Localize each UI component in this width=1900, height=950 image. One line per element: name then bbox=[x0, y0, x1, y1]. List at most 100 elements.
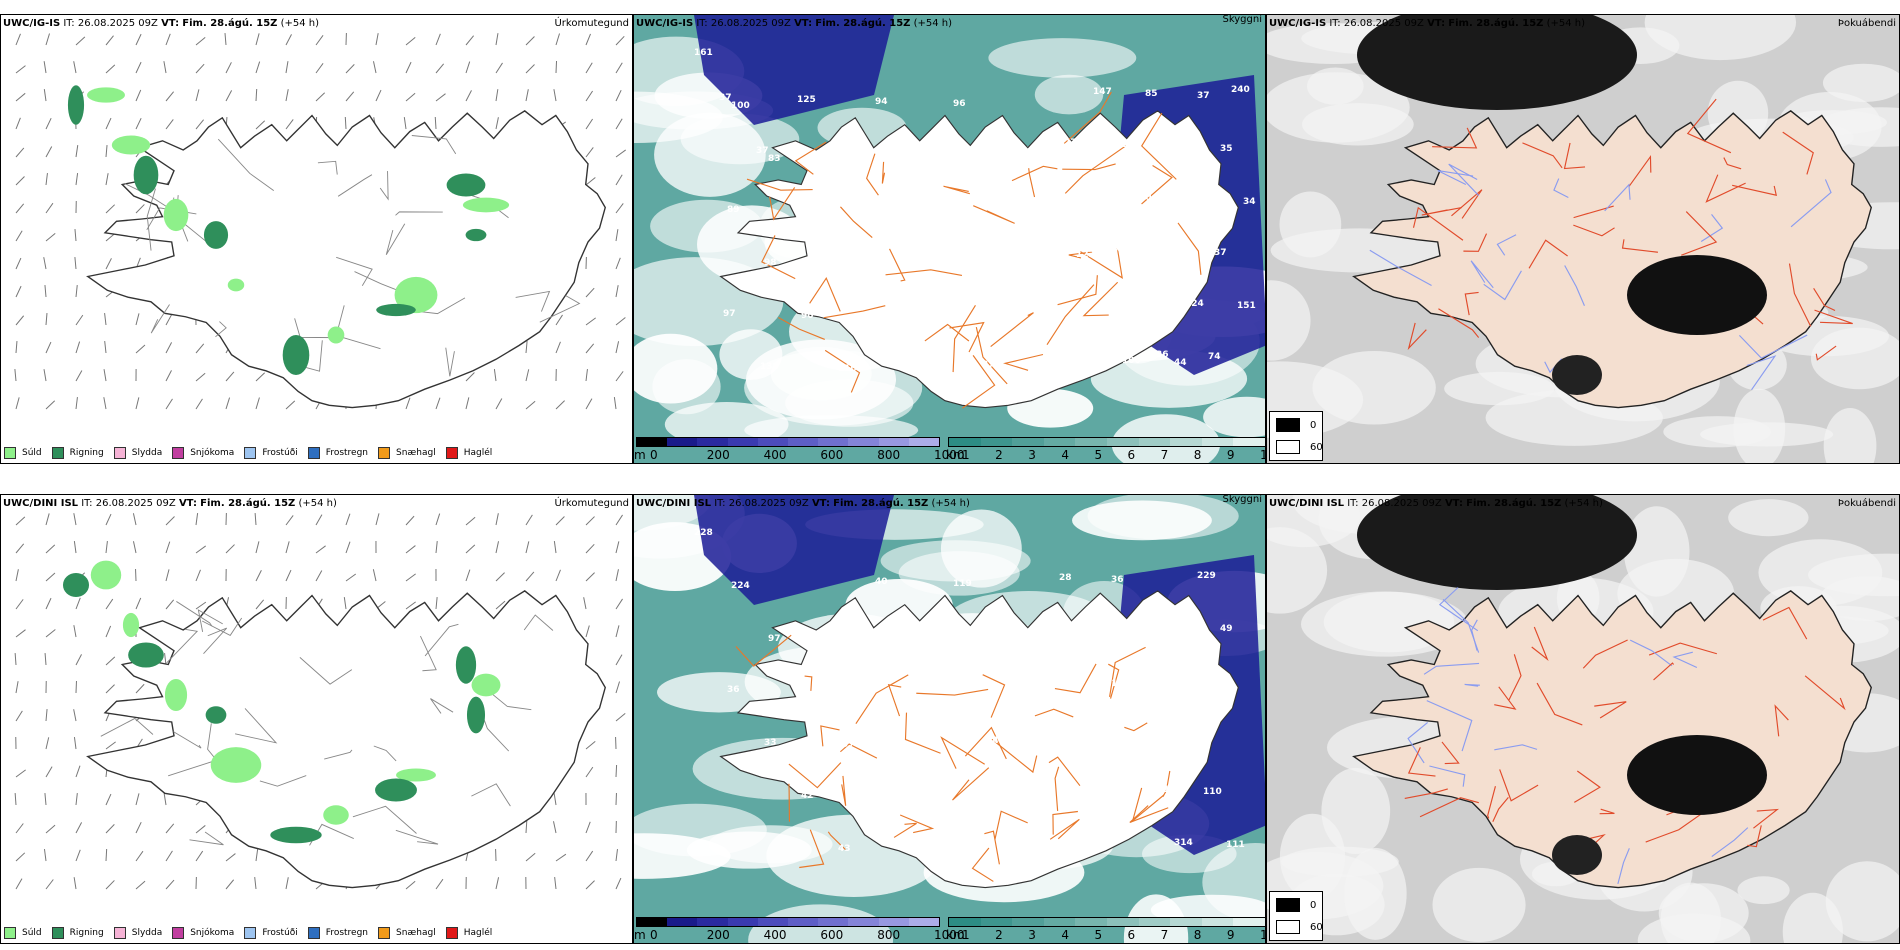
legend-swatch bbox=[113, 927, 126, 939]
colorbar-segment bbox=[1106, 438, 1139, 446]
legend-swatch bbox=[307, 927, 320, 939]
visibility-value-label: 97 bbox=[723, 309, 736, 319]
clear-area bbox=[634, 91, 723, 144]
legend-label: Súld bbox=[22, 928, 42, 938]
visibility-value-label: 138 bbox=[760, 362, 779, 372]
colorbar-segment bbox=[1170, 918, 1202, 926]
colorbar-segment bbox=[1012, 918, 1044, 926]
precip-patch bbox=[90, 560, 122, 590]
colorbar-segment bbox=[1043, 918, 1076, 926]
colorbar-tick: 7 bbox=[1160, 928, 1169, 942]
colorbar-segment bbox=[1106, 918, 1139, 926]
visibility-value-label: 36 bbox=[727, 685, 740, 695]
colorbar-segment bbox=[949, 438, 981, 446]
panel-title: UWC/DINI ISL IT: 26.08.2025 09Z VT: Fim.… bbox=[1269, 498, 1603, 509]
legend-item: Haglél bbox=[445, 447, 492, 459]
colorbar-tick: 400 bbox=[763, 448, 787, 462]
legend-item: Snæhagl bbox=[378, 927, 436, 939]
visibility-value-label: 108 bbox=[1180, 734, 1199, 744]
colorbar-segment bbox=[818, 438, 849, 446]
legend-label: Snjókoma bbox=[190, 928, 235, 938]
legend-item: Frostúði bbox=[244, 927, 298, 939]
legend-item: Haglél bbox=[445, 927, 493, 939]
visibility-map: 2282249711497159128119363633424340393844… bbox=[634, 495, 1265, 943]
colorbar-unit: m bbox=[634, 448, 646, 462]
visibility-value-label: 35 bbox=[945, 307, 958, 317]
precip-patch bbox=[462, 197, 510, 213]
visibility-value-label: 98 bbox=[764, 258, 777, 268]
visibility-value-label: 36 bbox=[990, 632, 1003, 642]
colorbar-segment bbox=[848, 438, 879, 446]
visibility-value-label: 159 bbox=[990, 152, 1009, 162]
visibility-value-label: 49 bbox=[1220, 624, 1233, 634]
precip-patch bbox=[395, 768, 437, 782]
coastline bbox=[1352, 590, 1872, 889]
visibility-value-label: 100 bbox=[1122, 356, 1141, 366]
visibility-value-label: 277 bbox=[1064, 138, 1083, 148]
visibility-value-label: 36 bbox=[1111, 575, 1124, 585]
precip-patch bbox=[227, 278, 245, 292]
legend-label: Snjókoma bbox=[190, 448, 235, 458]
visibility-value-label: 40 bbox=[1065, 789, 1078, 799]
visibility-value-label: 134 bbox=[1157, 681, 1176, 691]
visibility-value-label: 147 bbox=[1093, 87, 1112, 97]
colorbar-unit: m bbox=[634, 928, 646, 942]
visibility-value-label: 229 bbox=[1197, 571, 1216, 581]
visibility-value-label: 90 bbox=[801, 311, 814, 321]
colorbar-segment bbox=[980, 918, 1013, 926]
panel-type-label: Úrkomutegund bbox=[554, 18, 629, 29]
colorbar-tick: 600 bbox=[820, 928, 844, 942]
visibility-value-label: 125 bbox=[797, 95, 816, 105]
colorbar-tick: 5 bbox=[1094, 448, 1103, 462]
panel-type-label: Þokuábendi bbox=[1837, 498, 1896, 509]
visibility-value-label: 39 bbox=[1116, 140, 1129, 150]
clear-area bbox=[785, 379, 914, 427]
cloud-highlight bbox=[1270, 228, 1447, 273]
colorbar-segment bbox=[1233, 438, 1265, 446]
legend-label: Slydda bbox=[131, 928, 163, 938]
visibility-value-label: 151 bbox=[1237, 301, 1256, 311]
fog-area bbox=[1357, 495, 1637, 590]
island-outline bbox=[86, 590, 606, 889]
visibility-value-label: 41 bbox=[1099, 303, 1112, 313]
visibility-value-label: 35 bbox=[1088, 842, 1101, 852]
colorbar-tick: 8 bbox=[1193, 928, 1202, 942]
colorbar-segment bbox=[637, 438, 668, 446]
legend-swatch bbox=[51, 447, 64, 459]
legend-item: Slydda bbox=[113, 447, 162, 459]
distance-colorbar bbox=[948, 437, 1265, 447]
colorbar-tick: 8 bbox=[1193, 448, 1202, 462]
panel-type-label: Úrkomutegund bbox=[554, 498, 629, 509]
height-colorbar bbox=[636, 917, 940, 927]
colorbar-tick: 0 bbox=[650, 928, 658, 942]
precip-patch bbox=[327, 326, 345, 344]
precip-map bbox=[14, 32, 626, 410]
colorbar-tick: 1000 bbox=[934, 928, 965, 942]
legend-swatch bbox=[172, 927, 185, 939]
visibility-value-label: 119 bbox=[953, 579, 972, 589]
visibility-value-label: 85 bbox=[1145, 89, 1158, 99]
visibility-value-label: 75 bbox=[1191, 195, 1204, 205]
colorbar-segment bbox=[697, 918, 728, 926]
colorbar-tick: 3 bbox=[1028, 448, 1036, 462]
legend-label: Snæhagl bbox=[396, 448, 436, 458]
island-outline bbox=[86, 110, 606, 409]
colorbar-segment bbox=[727, 438, 758, 446]
colorbar-segment bbox=[878, 438, 909, 446]
visibility-value-label: 40 bbox=[908, 254, 921, 264]
precip-patch bbox=[111, 135, 151, 155]
visibility-value-label: 92 bbox=[916, 366, 929, 376]
visibility-value-label: 60 bbox=[1168, 142, 1181, 152]
fog-area bbox=[1552, 835, 1602, 875]
visibility-value-label: 107 bbox=[912, 150, 931, 160]
colorbar-segment bbox=[1233, 918, 1265, 926]
visibility-value-label: 151 bbox=[1128, 732, 1147, 742]
legend-label: Rigning bbox=[69, 448, 104, 458]
visibility-value-label: 42 bbox=[801, 791, 814, 801]
colorbar-tick: 400 bbox=[763, 928, 787, 942]
colorbar-tick: 3 bbox=[1028, 928, 1036, 942]
colorbar-tick: 800 bbox=[877, 448, 901, 462]
legend-label: Haglél bbox=[463, 928, 493, 938]
fog-area bbox=[1627, 735, 1767, 815]
cloud-highlight bbox=[1823, 407, 1877, 463]
